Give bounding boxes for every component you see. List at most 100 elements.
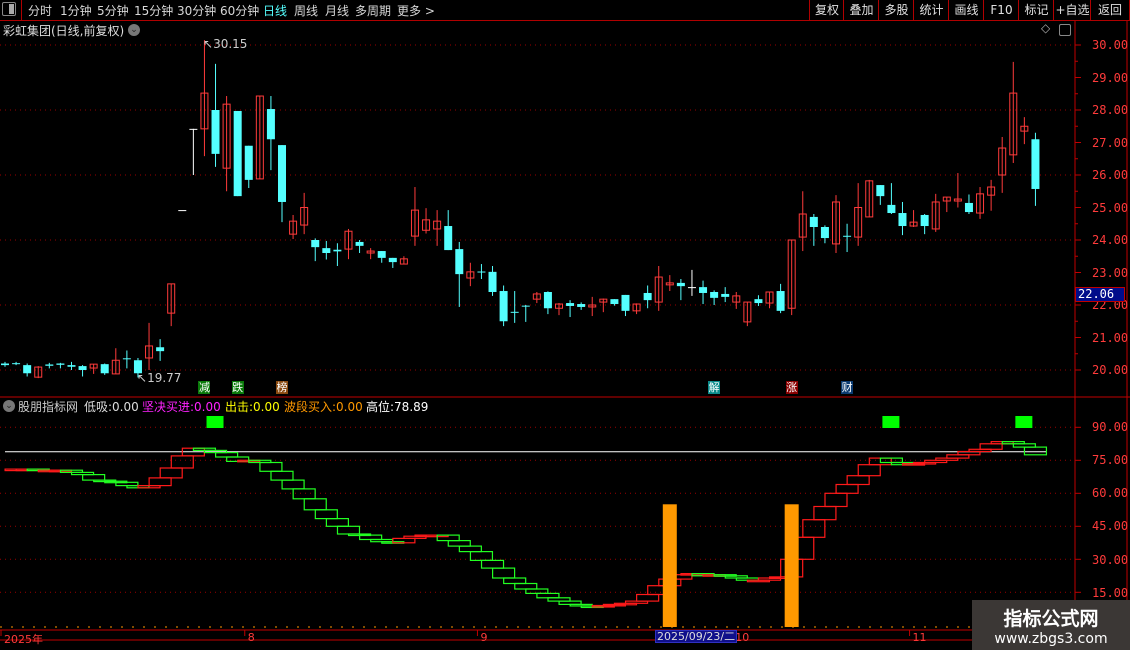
indicator-step-box (82, 474, 106, 481)
current-price-tag: 22.06 (1075, 287, 1125, 302)
watermark-title: 指标公式网 (1003, 608, 1099, 630)
high-price-marker: ↖30.15 (203, 37, 247, 51)
candle-body-flat (687, 287, 696, 289)
indicator-tick: 45.00 (1092, 519, 1129, 533)
indicator-plot (4, 416, 1048, 627)
candle-body-up (599, 298, 608, 303)
price-tick: 29.00 (1092, 71, 1129, 85)
candle-body-up (942, 196, 951, 202)
period-tab-60min[interactable]: 60分钟 (220, 4, 260, 18)
diamond-icon[interactable]: ◇ (1041, 21, 1051, 35)
price-tick: 21.00 (1092, 331, 1129, 345)
signal-tag: 解 (708, 381, 721, 394)
indicator-step-box (447, 539, 471, 547)
period-tab-weekly[interactable]: 周线 (294, 4, 319, 18)
legend-value: 78.89 (394, 400, 429, 414)
period-tab-fenshi[interactable]: 分时 (28, 4, 53, 18)
legend-value: 0.00 (253, 400, 280, 414)
candle-body-down (122, 358, 131, 360)
candle-body-flat (178, 210, 187, 212)
f10-button[interactable]: F10 (983, 0, 1019, 20)
candle-body-down (23, 365, 32, 374)
candle-body-down (477, 271, 486, 273)
period-tab-multi[interactable]: 多周期 (355, 4, 392, 18)
legend-label: 高位: (366, 400, 395, 414)
signal-tag: 涨 (785, 381, 798, 394)
candle-body-down (1, 363, 9, 366)
signal-tag: 减 (198, 381, 211, 394)
candle-body-up (854, 207, 863, 238)
period-tab-daily[interactable]: 日线 (263, 4, 288, 18)
candle-body-up (654, 276, 663, 303)
candle-body-down (754, 299, 763, 304)
candle-body-down (499, 291, 508, 322)
title-dropdown-icon[interactable]: ⌄ (128, 24, 140, 36)
candle-body-up (588, 304, 597, 308)
candle-body-down (521, 305, 530, 307)
indicator-step-box (802, 519, 826, 538)
indicator-step-box (636, 593, 660, 602)
candle-body-down (809, 216, 818, 227)
add-watchlist-button[interactable]: +自选 (1053, 0, 1091, 20)
indicator-step-box (458, 545, 482, 553)
arrow-icon: ↖ (203, 37, 214, 51)
price-tick: 23.00 (1092, 266, 1129, 280)
axis-ticks (0, 44, 1081, 636)
candle-body-flat (189, 128, 198, 130)
watermark-url: www.zbgs3.com (994, 631, 1108, 647)
candle-body-down (643, 292, 652, 301)
period-tab-monthly[interactable]: 月线 (325, 4, 350, 18)
candle-body-down (543, 292, 552, 309)
legend-label: 坚决买进: (142, 400, 195, 414)
candle-body-down (233, 110, 242, 197)
candle-body-down (455, 249, 464, 275)
indicator-dropdown-icon[interactable]: ⌄ (3, 400, 15, 412)
indicator-step-box (314, 509, 338, 520)
date-tick: 9 (480, 631, 488, 644)
candle-body-down (266, 109, 275, 140)
period-toolbar: 分时 1分钟 5分钟 15分钟 30分钟 60分钟 日线 周线 月线 多周期 更… (0, 0, 1130, 21)
period-tab-30min[interactable]: 30分钟 (177, 4, 217, 18)
candle-body-up (998, 147, 1007, 176)
draw-line-button[interactable]: 画线 (948, 0, 984, 20)
candle-body-down (1031, 139, 1040, 189)
candle-body-down (133, 360, 142, 374)
multi-stock-button[interactable]: 多股 (878, 0, 914, 20)
candle-body-up (145, 345, 154, 359)
stock-title: 彩虹集团(日线,前复权) (3, 24, 125, 38)
candle-body-up (532, 293, 541, 300)
candle-body-down (610, 299, 619, 305)
indicator-step-box (492, 567, 516, 579)
candle-body-up (743, 301, 752, 323)
period-tab-5min[interactable]: 5分钟 (97, 4, 129, 18)
candle-body-down (67, 365, 76, 367)
layout-toggle-button[interactable] (0, 0, 22, 20)
candle-body-up (399, 258, 408, 265)
legend-label: 出击: (225, 400, 254, 414)
overlay-button[interactable]: 叠加 (843, 0, 879, 20)
low-price-marker: ↖19.77 (137, 371, 181, 385)
period-tab-1min[interactable]: 1分钟 (60, 4, 92, 18)
restore-rights-button[interactable]: 复权 (809, 0, 844, 20)
candle-body-up (865, 180, 874, 218)
price-tick: 30.00 (1092, 38, 1129, 52)
indicator-step-box (857, 464, 881, 477)
date-tick: 10 (735, 631, 750, 644)
indicator-step-box (292, 488, 316, 500)
legend-item-chuji: 出击:0.00 (225, 398, 280, 415)
candle-body-down (876, 185, 885, 197)
indicator-name[interactable]: 股朋指标网 (18, 400, 79, 414)
statistics-button[interactable]: 统计 (913, 0, 949, 20)
period-tab-15min[interactable]: 15分钟 (134, 4, 174, 18)
signal-tag: 财 (841, 381, 854, 394)
candle-body-down (887, 204, 896, 214)
top-signal-marker (1015, 416, 1033, 428)
candle-body-up (732, 295, 741, 303)
mark-button[interactable]: 标记 (1018, 0, 1054, 20)
more-menu[interactable]: 更多 > (397, 4, 435, 18)
candle-body-down (577, 304, 586, 307)
candle-body-up (1009, 92, 1018, 156)
candle-body-down (710, 292, 719, 298)
panel-toggle-icon[interactable] (1059, 24, 1071, 36)
